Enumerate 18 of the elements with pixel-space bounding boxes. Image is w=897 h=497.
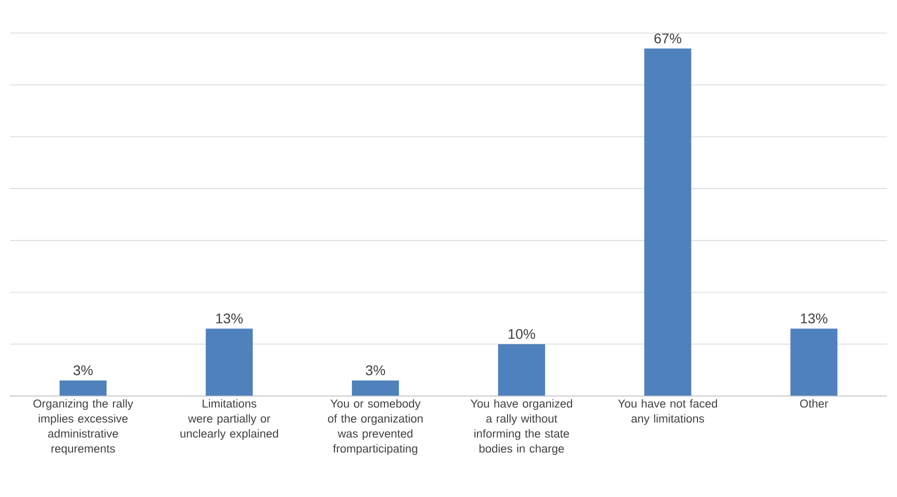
data-label: 13% xyxy=(800,313,828,324)
x-tick-label: You or somebody of the organization was prevented fromparticipating xyxy=(328,399,423,455)
bar xyxy=(644,48,692,396)
bar xyxy=(206,328,253,396)
x-tick-label: Other xyxy=(800,399,828,408)
x-tick-label: You have organized a rally without informing the state bodies in charge xyxy=(470,399,572,455)
bar xyxy=(498,344,546,396)
x-tick-label: Organizing the rally implies excessive administrative requrements xyxy=(33,399,134,455)
bar xyxy=(352,380,399,396)
bar xyxy=(60,380,107,396)
data-label: 10% xyxy=(508,329,536,339)
bar xyxy=(790,328,838,396)
data-label: 3% xyxy=(74,365,93,376)
x-tick-label: You have not faced any limitations xyxy=(618,399,717,425)
data-label: 13% xyxy=(216,313,243,324)
x-tick-label: Limitations were partially or unclearly explained xyxy=(180,399,278,440)
data-label: 67% xyxy=(654,33,682,44)
data-label: 3% xyxy=(366,365,386,376)
